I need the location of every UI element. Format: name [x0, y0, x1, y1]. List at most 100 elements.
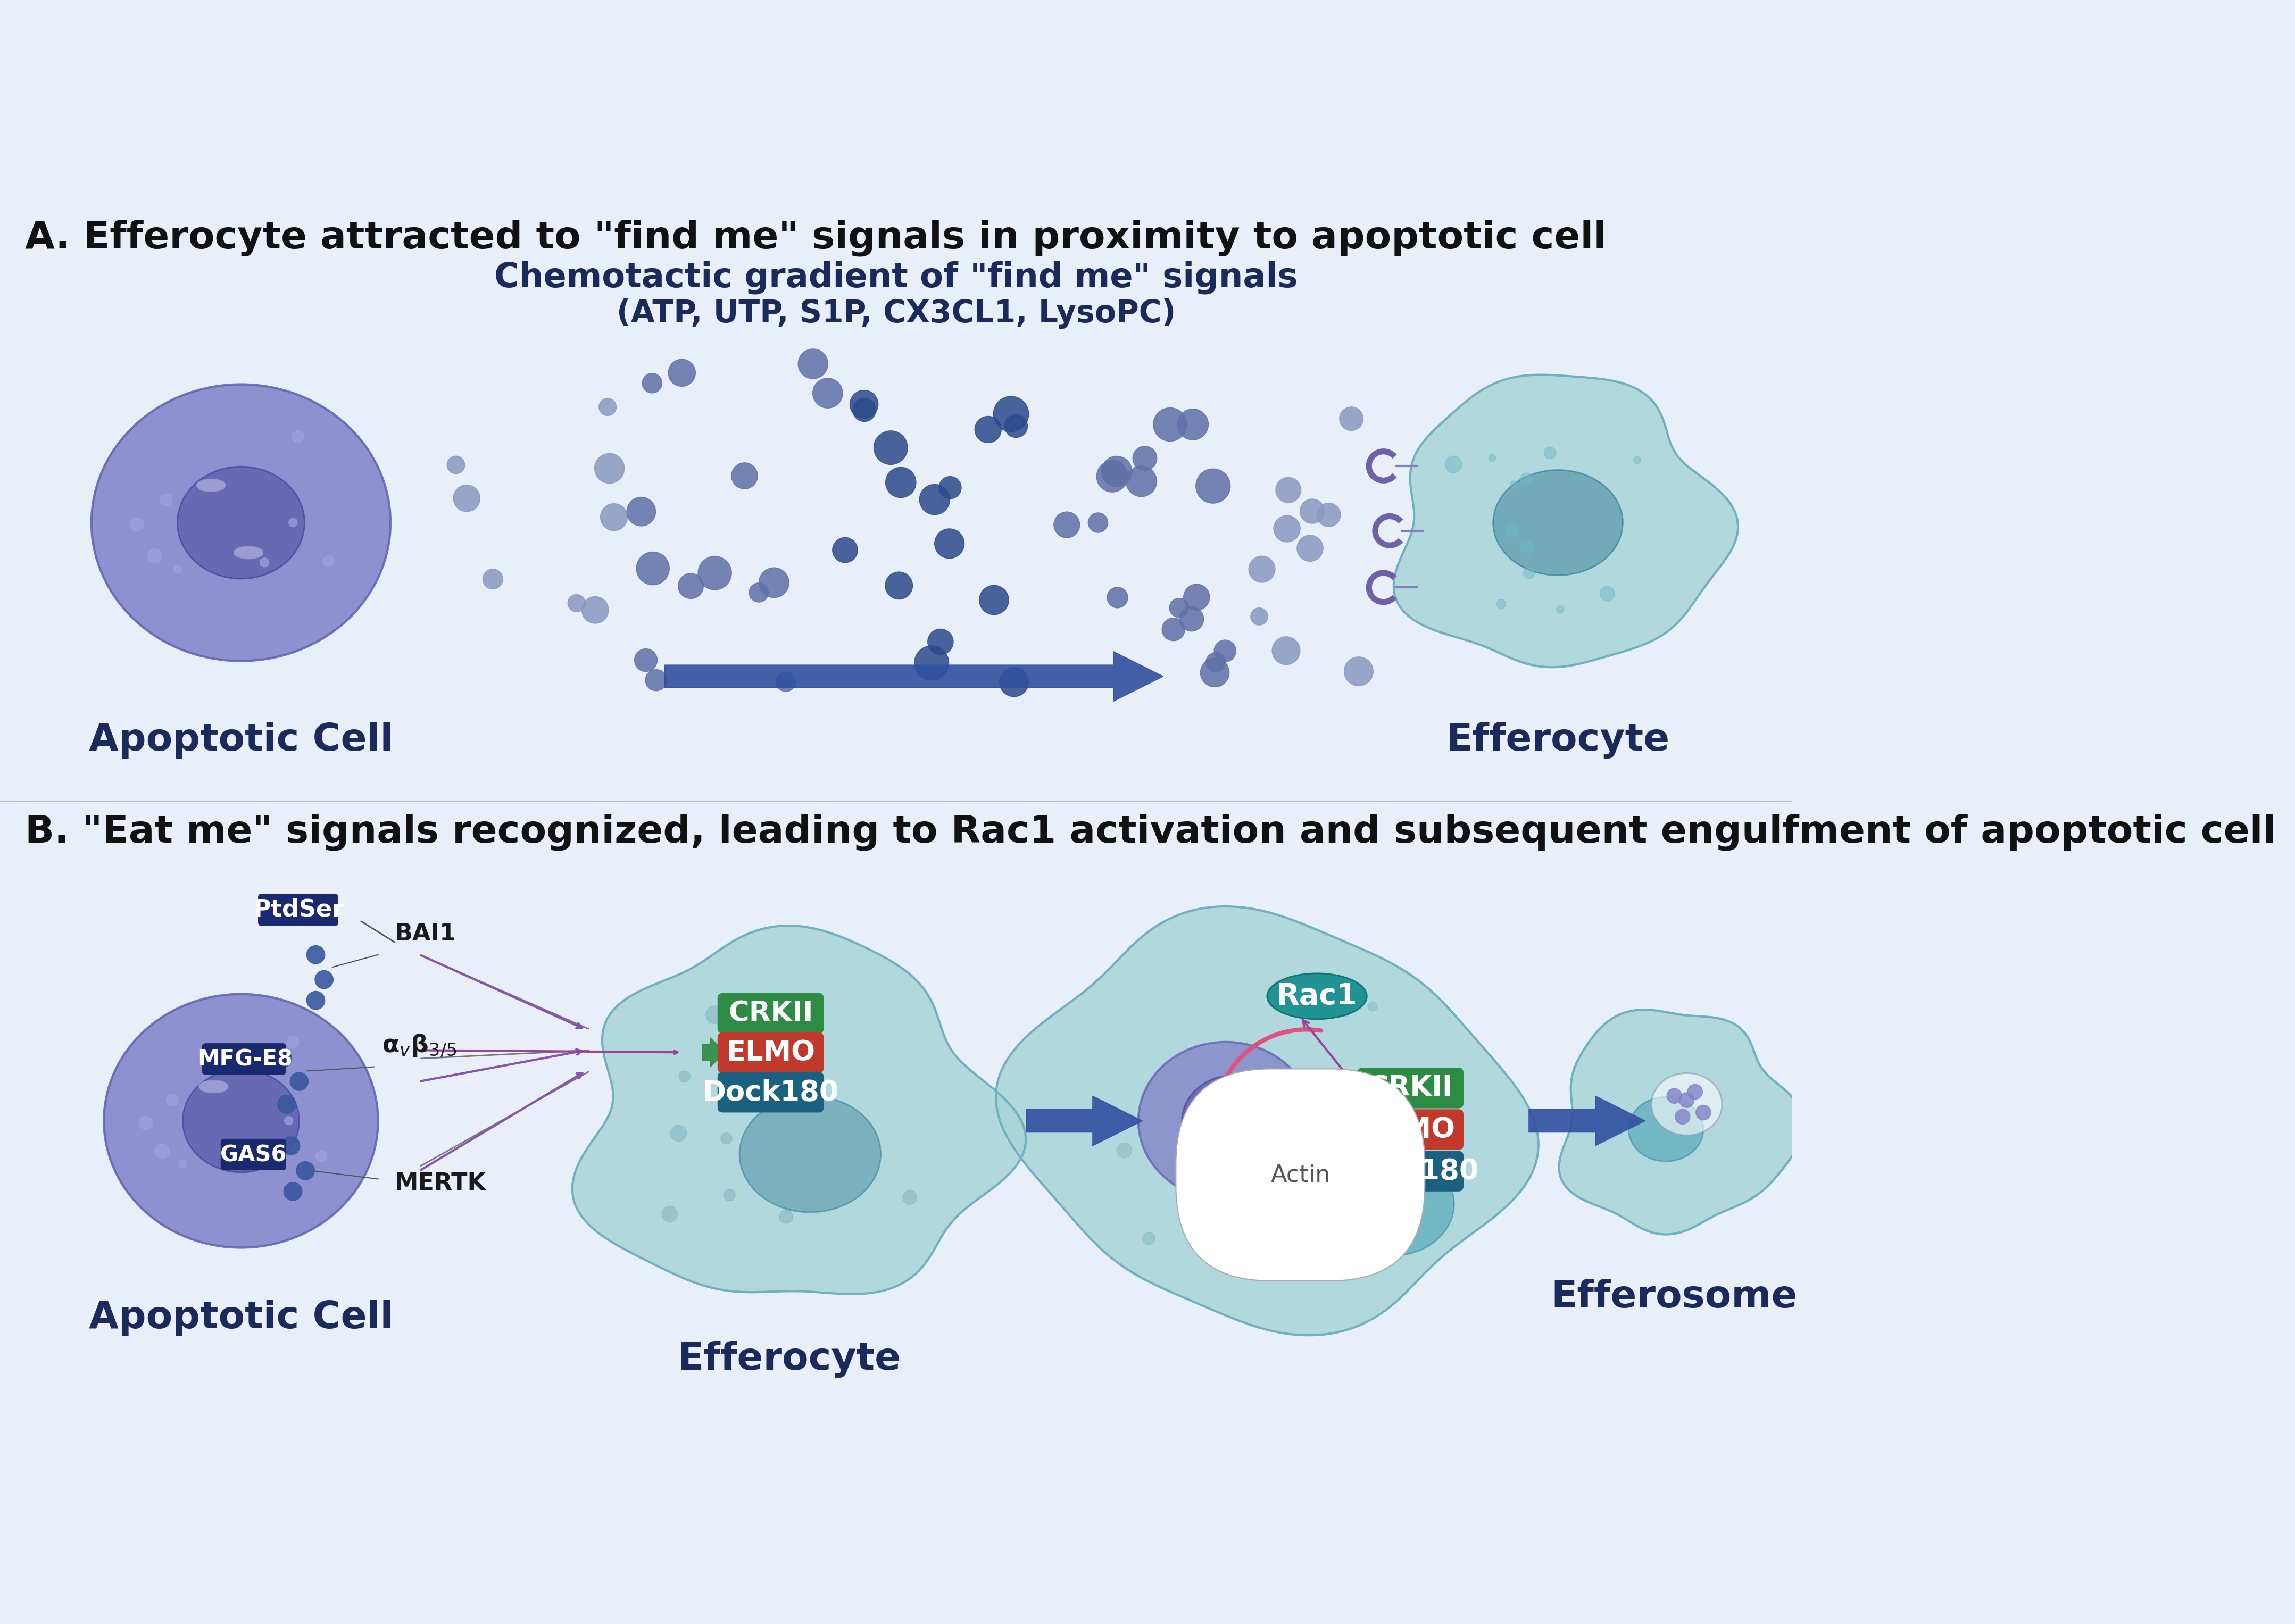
Circle shape	[1299, 499, 1324, 523]
Circle shape	[179, 1160, 186, 1168]
Circle shape	[1200, 658, 1230, 687]
FancyBboxPatch shape	[1359, 1109, 1464, 1150]
Circle shape	[698, 557, 732, 590]
Polygon shape	[197, 479, 225, 492]
Polygon shape	[571, 926, 1026, 1294]
Text: Apoptotic Cell: Apoptotic Cell	[90, 1299, 392, 1337]
Text: Chemotactic gradient of "find me" signals: Chemotactic gradient of "find me" signal…	[493, 261, 1299, 294]
Text: A. Efferocyte attracted to "find me" signals in proximity to apoptotic cell: A. Efferocyte attracted to "find me" sig…	[25, 219, 1606, 257]
Circle shape	[636, 552, 670, 585]
Polygon shape	[1558, 1010, 1804, 1234]
Circle shape	[1666, 1088, 1682, 1103]
FancyBboxPatch shape	[259, 895, 337, 926]
Polygon shape	[200, 1080, 227, 1093]
Circle shape	[1276, 477, 1301, 503]
Circle shape	[994, 396, 1028, 432]
Circle shape	[1187, 1124, 1198, 1134]
Circle shape	[1317, 503, 1340, 526]
Circle shape	[707, 1005, 723, 1023]
FancyArrow shape	[666, 651, 1164, 702]
Circle shape	[874, 430, 907, 464]
Circle shape	[1005, 414, 1028, 437]
Ellipse shape	[1629, 1096, 1703, 1161]
Circle shape	[668, 359, 695, 387]
Circle shape	[934, 529, 964, 559]
Circle shape	[1446, 456, 1462, 473]
Circle shape	[285, 1116, 294, 1125]
Circle shape	[1271, 637, 1299, 664]
Text: ELMO: ELMO	[1366, 1116, 1455, 1143]
Circle shape	[291, 430, 303, 443]
Circle shape	[140, 1116, 151, 1130]
Circle shape	[1301, 994, 1317, 1009]
Ellipse shape	[1267, 973, 1368, 1020]
Circle shape	[1545, 447, 1556, 460]
FancyBboxPatch shape	[718, 1033, 824, 1073]
Circle shape	[599, 398, 617, 416]
Ellipse shape	[1138, 1043, 1313, 1200]
Circle shape	[147, 549, 163, 564]
Circle shape	[1248, 555, 1276, 583]
Circle shape	[760, 568, 789, 598]
Ellipse shape	[92, 385, 390, 661]
Circle shape	[278, 1095, 296, 1114]
Circle shape	[1340, 408, 1363, 430]
Circle shape	[282, 1137, 301, 1155]
Circle shape	[482, 568, 503, 590]
Circle shape	[732, 463, 757, 489]
Circle shape	[308, 945, 326, 963]
Text: (ATP, UTP, S1P, CX3CL1, LysoPC): (ATP, UTP, S1P, CX3CL1, LysoPC)	[617, 299, 1175, 328]
Polygon shape	[234, 546, 264, 559]
Circle shape	[308, 991, 326, 1010]
Circle shape	[1675, 1109, 1689, 1124]
Polygon shape	[1393, 375, 1737, 667]
Circle shape	[324, 555, 335, 567]
FancyBboxPatch shape	[718, 1072, 824, 1112]
Circle shape	[670, 1125, 686, 1142]
Circle shape	[1506, 523, 1519, 536]
Text: Dock180: Dock180	[1343, 1158, 1478, 1186]
Circle shape	[998, 667, 1028, 697]
Circle shape	[448, 456, 466, 474]
Circle shape	[643, 374, 661, 393]
Circle shape	[1377, 1236, 1388, 1249]
Circle shape	[776, 672, 796, 692]
FancyBboxPatch shape	[220, 1138, 287, 1169]
Text: CRKII: CRKII	[1368, 1073, 1453, 1101]
Circle shape	[661, 1207, 677, 1221]
Ellipse shape	[1329, 1151, 1455, 1255]
Text: Actin: Actin	[1271, 1163, 1331, 1186]
Circle shape	[812, 378, 842, 408]
Circle shape	[257, 1153, 266, 1161]
Circle shape	[601, 503, 627, 531]
Circle shape	[748, 583, 769, 603]
Circle shape	[980, 585, 1010, 615]
FancyBboxPatch shape	[202, 1044, 287, 1075]
Circle shape	[780, 1210, 792, 1223]
Circle shape	[154, 1143, 170, 1158]
Ellipse shape	[1652, 1073, 1721, 1135]
Ellipse shape	[739, 1096, 881, 1212]
Circle shape	[1118, 1143, 1131, 1158]
Circle shape	[1489, 455, 1496, 461]
Ellipse shape	[184, 1070, 298, 1173]
Circle shape	[833, 538, 858, 562]
Circle shape	[1600, 586, 1616, 601]
Circle shape	[594, 453, 624, 484]
Circle shape	[174, 565, 181, 573]
Circle shape	[1154, 408, 1187, 442]
Circle shape	[633, 648, 656, 672]
Circle shape	[285, 1182, 303, 1200]
Circle shape	[296, 1161, 314, 1181]
Circle shape	[1143, 1233, 1154, 1244]
Circle shape	[454, 486, 480, 512]
Circle shape	[131, 518, 145, 531]
Circle shape	[1338, 1002, 1352, 1017]
Circle shape	[799, 349, 828, 378]
Circle shape	[1102, 460, 1127, 484]
Circle shape	[1053, 512, 1079, 538]
Circle shape	[1524, 568, 1535, 580]
Circle shape	[1522, 473, 1533, 486]
Text: PtdSer: PtdSer	[255, 898, 344, 921]
Circle shape	[1102, 456, 1131, 487]
